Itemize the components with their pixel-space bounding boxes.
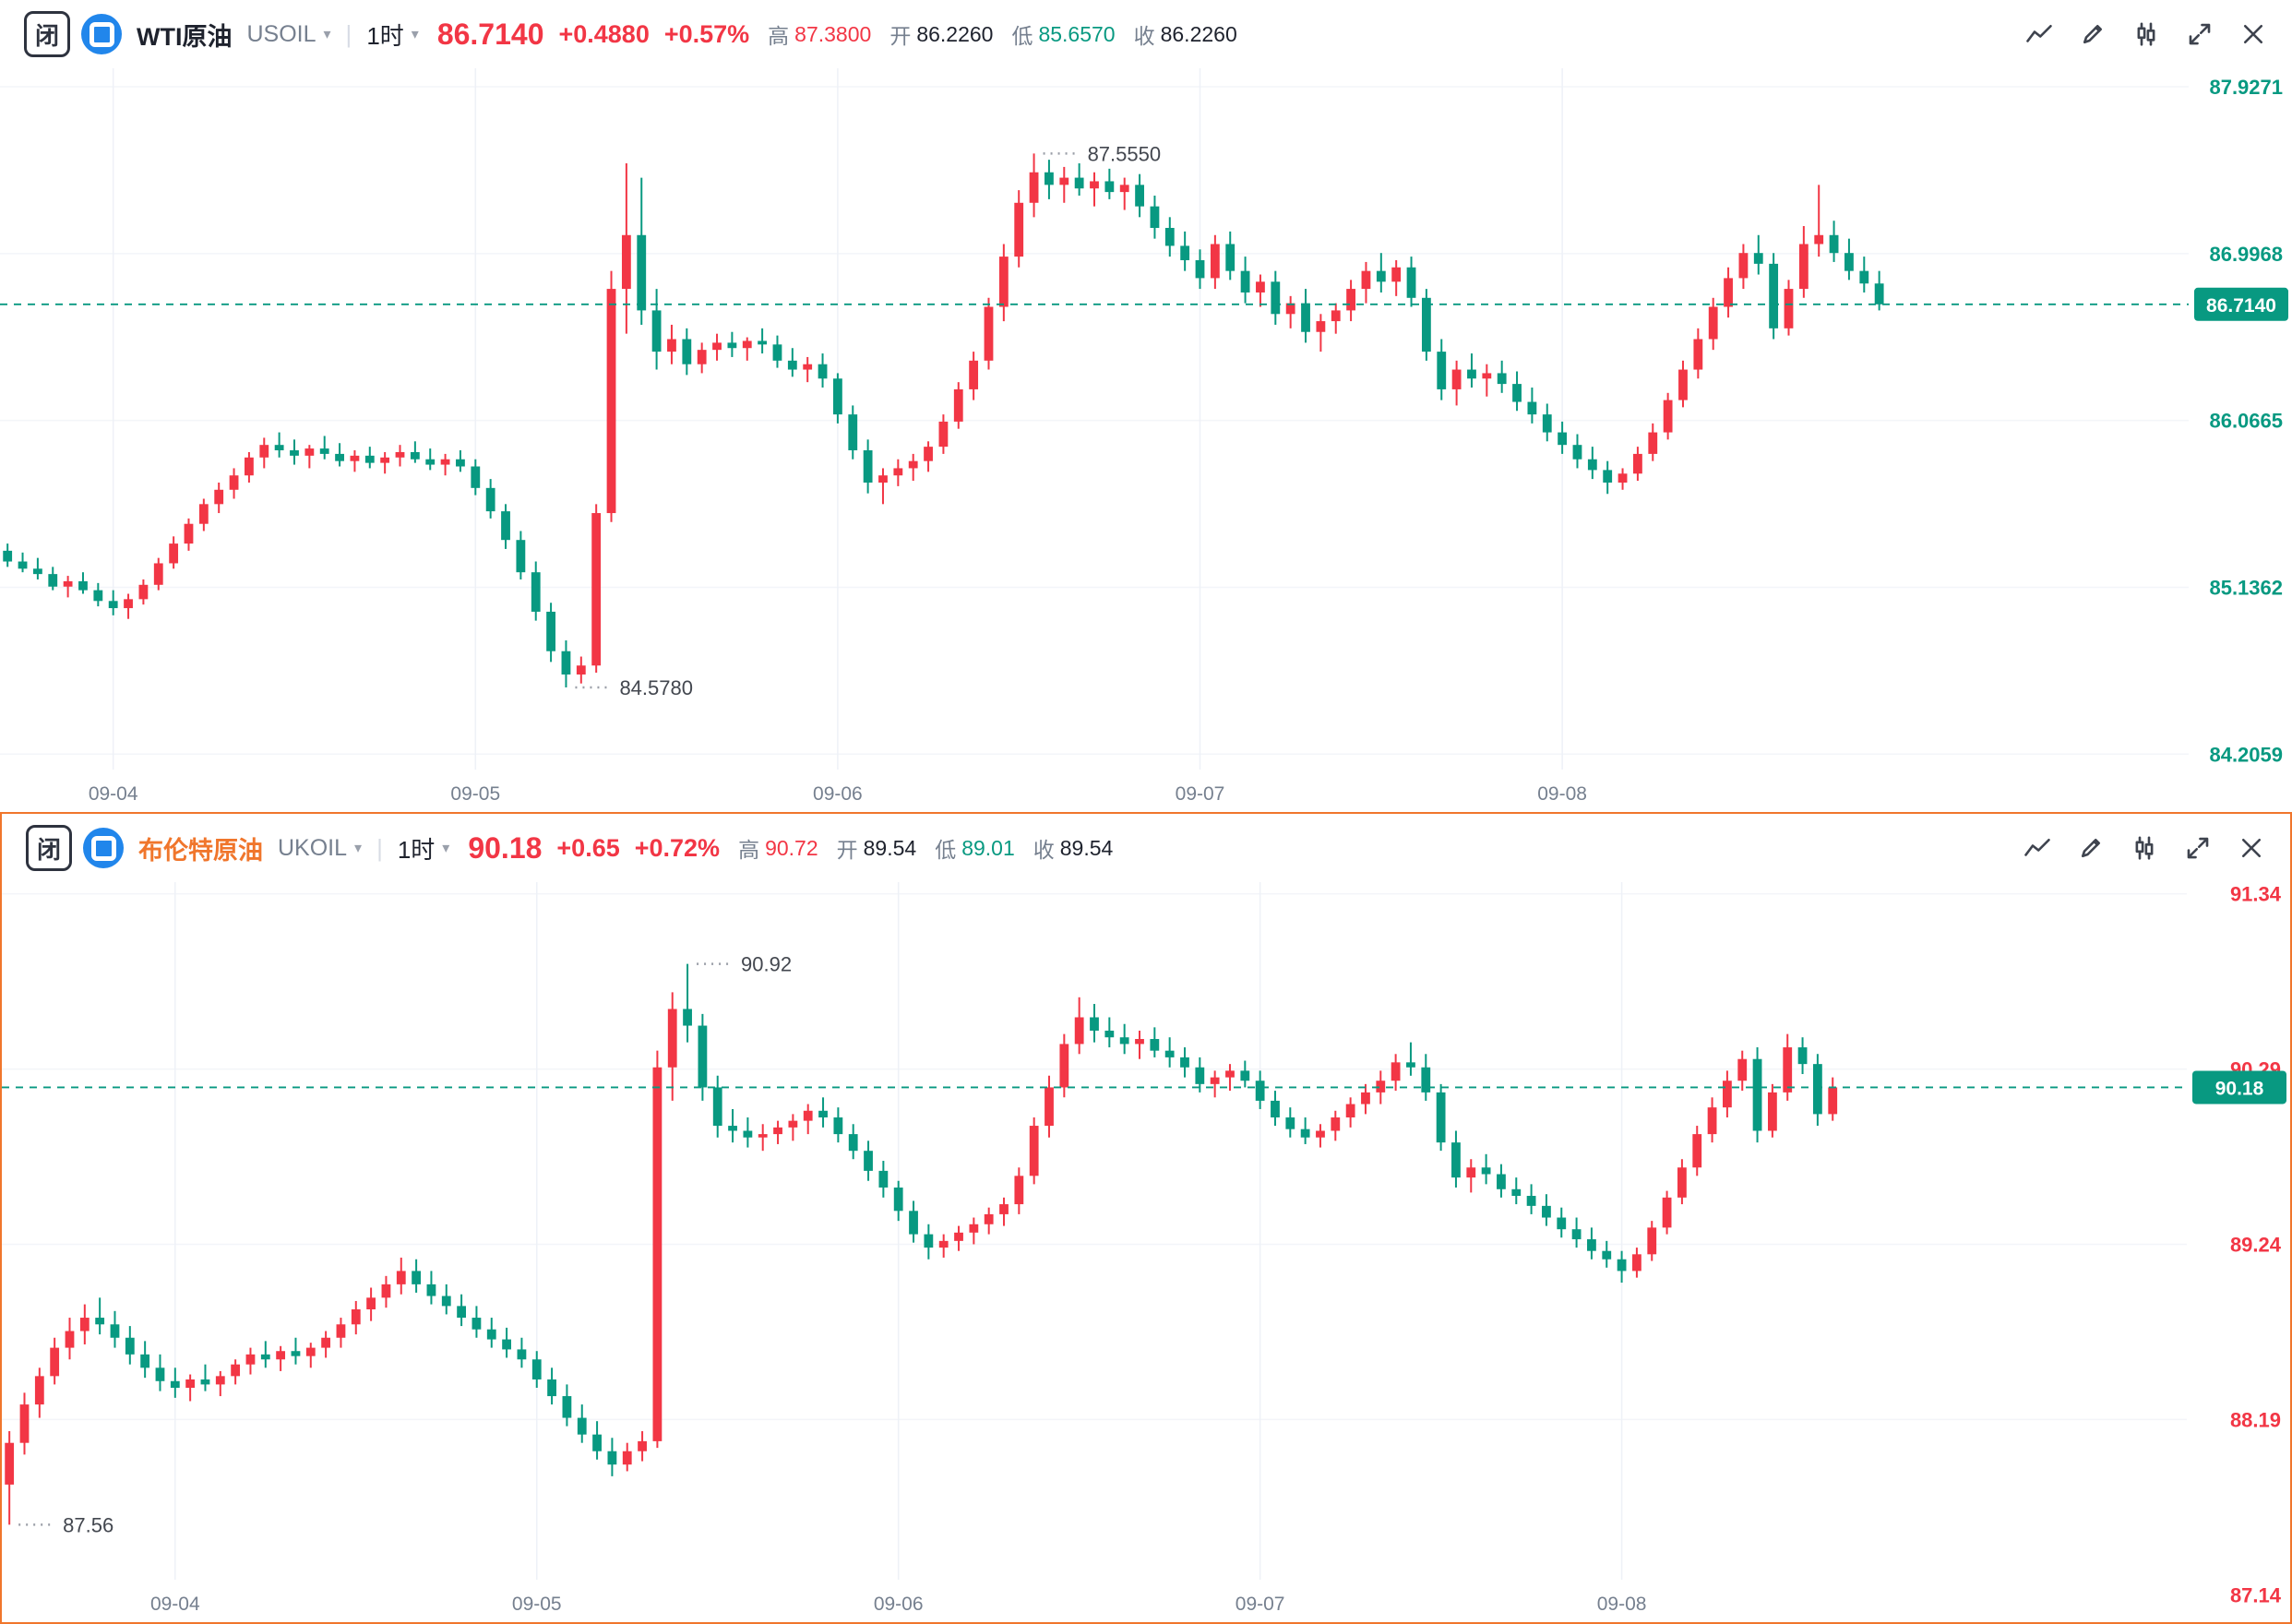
symbol-selector[interactable]: USOIL ▾	[246, 21, 330, 48]
indicators-icon[interactable]	[2131, 19, 2161, 49]
svg-text:09-06: 09-06	[874, 1594, 924, 1615]
svg-text:09-06: 09-06	[813, 783, 863, 805]
interval-label: 1时	[397, 835, 436, 864]
market-status-badge: 闭	[26, 825, 72, 871]
svg-text:85.1362: 85.1362	[2209, 576, 2283, 599]
svg-text:90.18: 90.18	[2215, 1078, 2264, 1099]
last-price: 90.18	[468, 830, 543, 865]
svg-text:09-07: 09-07	[1176, 783, 1225, 805]
svg-text:87.5550: 87.5550	[1088, 142, 1162, 165]
line-chart-icon[interactable]	[2024, 19, 2054, 49]
interval-selector[interactable]: 1时 ▾	[398, 831, 450, 866]
instrument-logo-icon	[83, 828, 124, 868]
svg-text:84.5780: 84.5780	[619, 676, 693, 699]
svg-text:09-07: 09-07	[1236, 1594, 1285, 1615]
separator: |	[345, 19, 352, 48]
close-icon[interactable]	[2237, 833, 2266, 863]
svg-text:09-04: 09-04	[150, 1594, 200, 1615]
logo-square-glyph	[90, 835, 116, 861]
svg-text:86.7140: 86.7140	[2206, 295, 2276, 316]
chevron-down-icon: ▾	[354, 841, 363, 856]
wti-candlestick-chart[interactable]: 87.9271 86.9968 86.0665 85.1362 84.2059 09-04…	[0, 68, 2292, 812]
symbol-label: UKOIL	[278, 834, 348, 861]
symbol-selector[interactable]: UKOIL ▾	[278, 835, 362, 862]
svg-text:86.0665: 86.0665	[2209, 410, 2283, 433]
high-stat: 高 90.72	[738, 835, 818, 863]
chart-panel-wti: 闭 WTI原油 USOIL ▾ | 1时 ▾ 86.7140 +0.4880 +…	[0, 0, 2292, 812]
high-stat: 高 87.3800	[768, 21, 872, 49]
svg-text:09-05: 09-05	[512, 1594, 562, 1615]
instrument-logo-icon	[81, 14, 122, 54]
svg-text:09-08: 09-08	[1537, 783, 1587, 805]
chart-toolbar	[2024, 19, 2268, 49]
svg-text:87.14: 87.14	[2230, 1583, 2282, 1606]
open-stat: 开 89.54	[836, 835, 917, 863]
fullscreen-icon[interactable]	[2185, 19, 2214, 49]
symbol-label: USOIL	[246, 20, 316, 47]
svg-text:09-08: 09-08	[1597, 1594, 1647, 1615]
price-change-percent: +0.72%	[634, 833, 721, 862]
chart-header: 闭 WTI原油 USOIL ▾ | 1时 ▾ 86.7140 +0.4880 +…	[0, 0, 2292, 68]
svg-text:84.2059: 84.2059	[2209, 743, 2283, 766]
chart-header: 闭 布伦特原油 UKOIL ▾ | 1时 ▾ 90.18 +0.65 +0.72…	[2, 814, 2290, 882]
chevron-down-icon: ▾	[411, 27, 419, 42]
svg-text:87.9271: 87.9271	[2209, 76, 2283, 99]
separator: |	[376, 833, 383, 862]
instrument-title: 布伦特原油	[138, 836, 263, 865]
svg-text:91.34: 91.34	[2230, 883, 2282, 906]
svg-text:88.19: 88.19	[2230, 1408, 2281, 1431]
svg-text:90.92: 90.92	[741, 953, 792, 976]
market-status-badge: 闭	[24, 11, 70, 57]
draw-pencil-icon[interactable]	[2076, 833, 2106, 863]
close-icon[interactable]	[2238, 19, 2268, 49]
svg-text:09-04: 09-04	[89, 783, 138, 805]
last-price: 86.7140	[436, 17, 544, 51]
open-stat: 开 86.2260	[889, 21, 994, 49]
draw-pencil-icon[interactable]	[2078, 19, 2107, 49]
chart-toolbar	[2023, 833, 2266, 863]
close-stat: 收 89.54	[1033, 835, 1114, 863]
interval-label: 1时	[366, 21, 404, 50]
price-change-percent: +0.57%	[663, 19, 750, 48]
line-chart-icon[interactable]	[2023, 833, 2052, 863]
low-stat: 低 85.6570	[1011, 21, 1116, 49]
indicators-icon[interactable]	[2130, 833, 2159, 863]
svg-text:87.56: 87.56	[63, 1513, 113, 1536]
chevron-down-icon: ▾	[323, 27, 331, 42]
instrument-title: WTI原油	[137, 22, 233, 51]
logo-square-glyph	[89, 21, 114, 47]
price-change: +0.4880	[558, 19, 650, 48]
low-stat: 低 89.01	[935, 835, 1015, 863]
chart-panel-brent: 闭 布伦特原油 UKOIL ▾ | 1时 ▾ 90.18 +0.65 +0.72…	[0, 812, 2292, 1624]
price-change: +0.65	[556, 833, 620, 862]
svg-text:09-05: 09-05	[450, 783, 500, 805]
fullscreen-icon[interactable]	[2183, 833, 2213, 863]
svg-text:86.9968: 86.9968	[2209, 243, 2283, 266]
close-stat: 收 86.2260	[1133, 21, 1237, 49]
chevron-down-icon: ▾	[442, 841, 450, 856]
svg-text:89.24: 89.24	[2230, 1233, 2282, 1256]
interval-selector[interactable]: 1时 ▾	[366, 18, 419, 52]
